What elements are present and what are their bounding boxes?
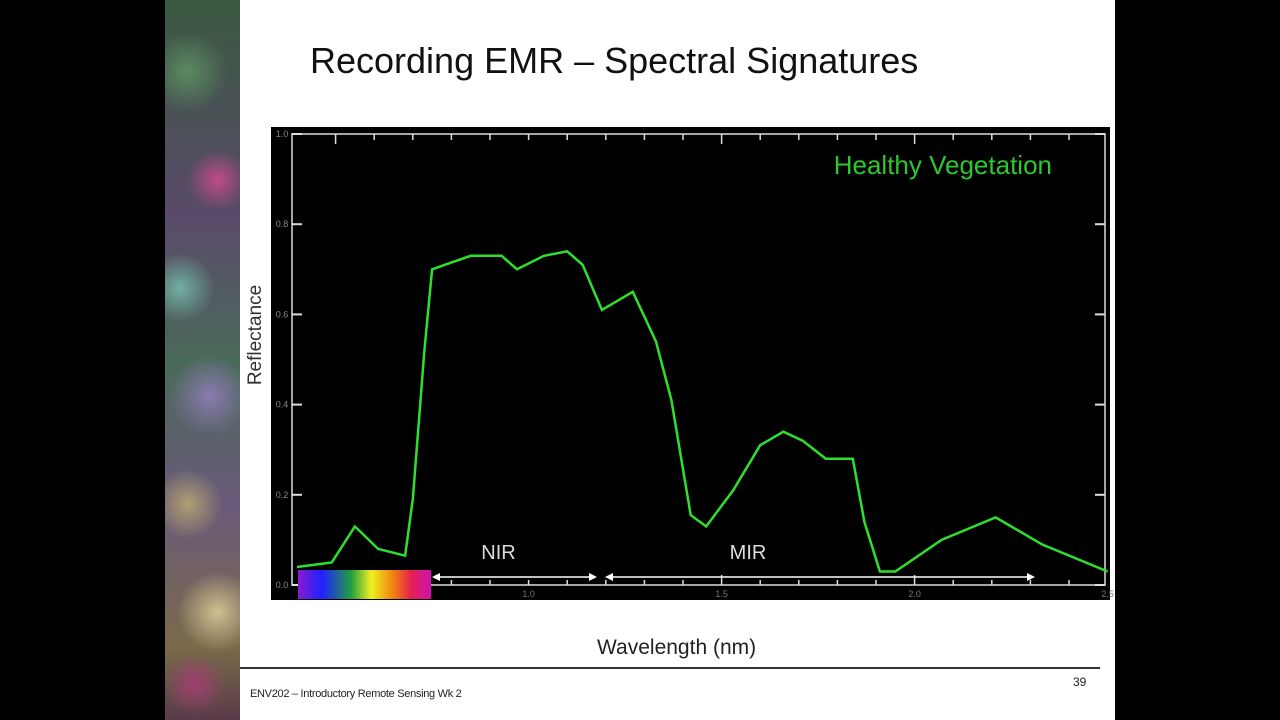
arrowhead-left-icon	[432, 573, 440, 581]
footer-rule	[240, 667, 1100, 669]
arrowhead-right-icon	[1027, 573, 1035, 581]
footer-text: ENV202 – Introductory Remote Sensing Wk …	[250, 688, 462, 700]
x-tick-label: 1.5	[715, 589, 728, 599]
legend-healthy-vegetation: Healthy Vegetation	[834, 150, 1052, 180]
annotation-nir: NIR	[481, 542, 515, 564]
y-tick-label: 0.6	[276, 309, 289, 319]
series-line-healthy-vegetation	[296, 249, 1109, 573]
satellite-image-strip	[165, 0, 240, 720]
plot-background	[271, 127, 1110, 600]
plot-frame	[291, 133, 1106, 586]
x-axis-label: Wavelength (nm)	[597, 636, 757, 659]
visible-spectrum-bar	[298, 570, 431, 599]
y-tick-label: 0.2	[276, 490, 289, 500]
arrowhead-left-icon	[605, 573, 613, 581]
y-tick-label: 0.8	[276, 219, 289, 229]
y-tick-label: 1.0	[276, 129, 289, 139]
y-tick-label: 0.0	[276, 580, 289, 590]
x-tick-label: 1.0	[522, 589, 535, 599]
page-number: 39	[1073, 675, 1087, 689]
y-tick-label: 0.4	[276, 400, 289, 410]
slide-title: Recording EMR – Spectral Signatures	[310, 40, 919, 81]
arrowhead-right-icon	[589, 573, 597, 581]
x-tick-label: 2.5	[1101, 589, 1114, 599]
annotation-mir: MIR	[730, 542, 767, 564]
x-tick-label: 2.0	[908, 589, 921, 599]
y-axis-label: Reflectance	[245, 285, 266, 385]
